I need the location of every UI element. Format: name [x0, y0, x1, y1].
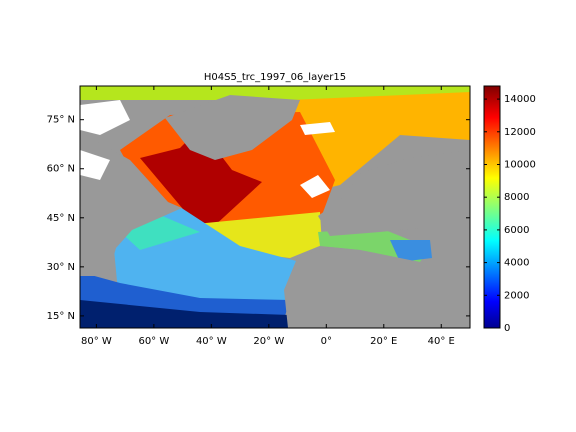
chart-title: H04S5_trc_1997_06_layer15: [204, 72, 346, 83]
colorbar: [483, 85, 501, 329]
y-tick-label: 45° N: [47, 213, 75, 224]
x-tick-label: 40° W: [196, 336, 227, 347]
colorbar-tick-label: 10000: [504, 159, 536, 170]
colorbar-tick-label: 12000: [504, 127, 536, 138]
y-tick-label: 75° N: [47, 115, 75, 126]
y-tick-label: 60° N: [47, 164, 75, 175]
axes-frame: [79, 85, 471, 329]
y-tick-label: 30° N: [47, 262, 75, 273]
colorbar-tick-label: 2000: [504, 290, 529, 301]
x-tick-label: 80° W: [81, 336, 112, 347]
colorbar-tick-label: 6000: [504, 225, 529, 236]
x-tick-label: 20° W: [253, 336, 284, 347]
y-tick-label: 15° N: [47, 311, 75, 322]
colorbar-tick-label: 14000: [504, 94, 536, 105]
x-tick-label: 20° E: [370, 336, 397, 347]
colorbar-tick-label: 8000: [504, 192, 529, 203]
x-tick-label: 0°: [321, 336, 332, 347]
colorbar-tick-label: 4000: [504, 258, 529, 269]
x-tick-label: 40° E: [428, 336, 455, 347]
colorbar-tick-label: 0: [504, 323, 510, 334]
x-tick-label: 60° W: [138, 336, 169, 347]
map-field: [80, 86, 470, 328]
